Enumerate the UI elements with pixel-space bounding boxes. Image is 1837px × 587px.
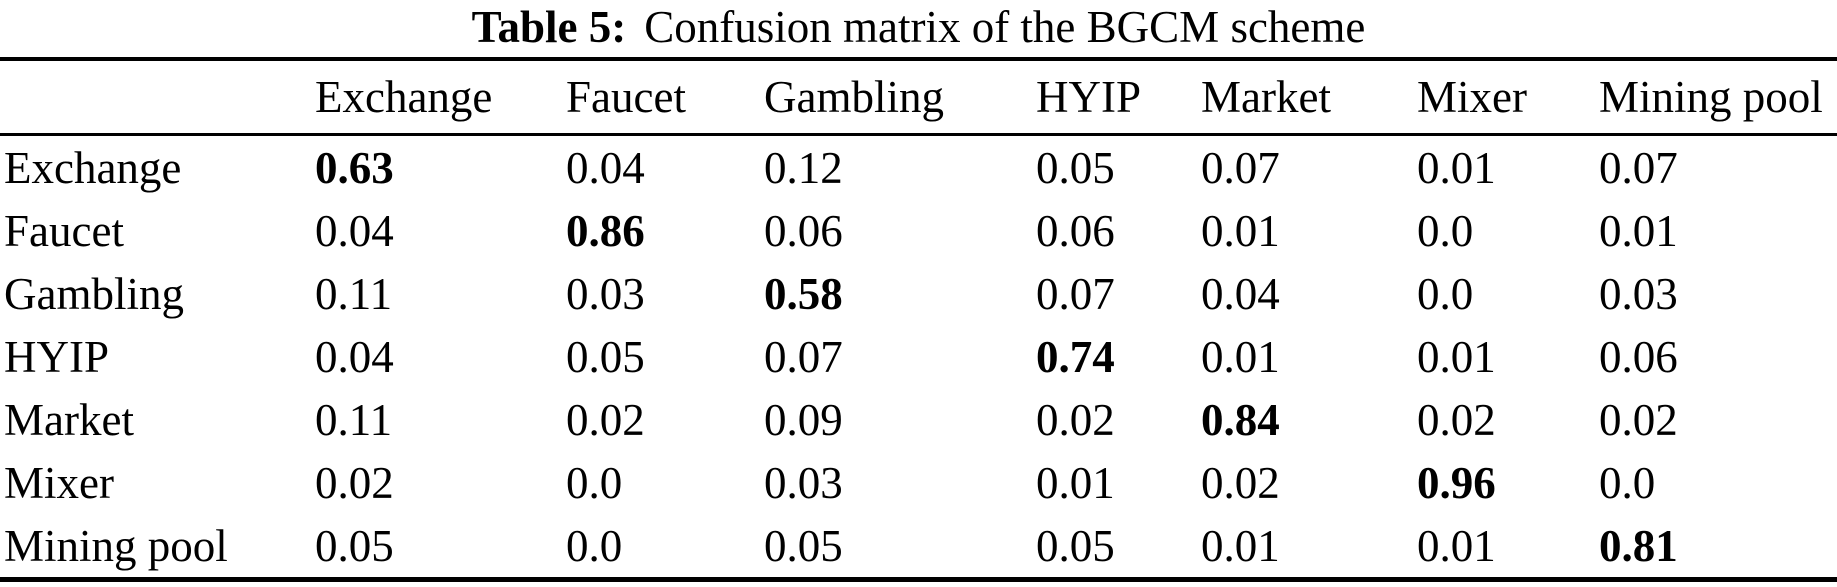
column-header-gambling: Gambling	[764, 59, 1036, 136]
matrix-cell: 0.07	[764, 331, 843, 382]
row-label: Faucet	[4, 205, 124, 256]
matrix-cell: 0.01	[1201, 331, 1280, 382]
matrix-cell: 0.01	[1599, 205, 1678, 256]
matrix-cell: 0.86	[566, 205, 645, 256]
matrix-cell: 0.02	[566, 394, 645, 445]
matrix-cell: 0.84	[1201, 394, 1280, 445]
row-label: Exchange	[4, 142, 182, 193]
column-header-faucet: Faucet	[566, 59, 764, 136]
matrix-cell: 0.01	[1417, 331, 1496, 382]
matrix-cell: 0.12	[764, 142, 843, 193]
matrix-cell: 0.02	[1201, 457, 1280, 508]
matrix-cell: 0.11	[315, 268, 393, 319]
column-header-market: Market	[1201, 59, 1417, 136]
matrix-cell: 0.0	[1599, 457, 1656, 508]
table-caption-text: Confusion matrix of the BGCM scheme	[644, 2, 1366, 52]
matrix-cell: 0.02	[315, 457, 394, 508]
matrix-cell: 0.02	[1599, 394, 1678, 445]
row-label: Market	[4, 394, 134, 445]
matrix-cell: 0.58	[764, 268, 843, 319]
table-caption-label: Table 5:	[471, 2, 627, 52]
matrix-cell: 0.01	[1417, 142, 1496, 193]
row-label: Gambling	[4, 268, 184, 319]
header-row: Exchange Faucet Gambling HYIP Market Mixer Min…	[0, 59, 1837, 136]
table-row: Market 0.11 0.02 0.09 0.02 0.84 0.02 0.02	[0, 388, 1837, 451]
corner-cell	[0, 59, 315, 136]
column-header-hyip: HYIP	[1036, 59, 1201, 136]
matrix-cell: 0.05	[1036, 520, 1115, 571]
matrix-cell: 0.05	[566, 331, 645, 382]
table-row: Gambling 0.11 0.03 0.58 0.07 0.04 0.0 0.03	[0, 262, 1837, 325]
matrix-cell: 0.0	[566, 520, 623, 571]
matrix-cell: 0.02	[1036, 394, 1115, 445]
matrix-cell: 0.04	[315, 331, 394, 382]
matrix-cell: 0.06	[1036, 205, 1115, 256]
matrix-cell: 0.01	[1201, 205, 1280, 256]
matrix-cell: 0.03	[1599, 268, 1678, 319]
matrix-cell: 0.01	[1417, 520, 1496, 571]
matrix-cell: 0.04	[566, 142, 645, 193]
matrix-cell: 0.11	[315, 394, 393, 445]
matrix-cell: 0.07	[1201, 142, 1280, 193]
matrix-cell: 0.06	[1599, 331, 1678, 382]
column-header-mixer: Mixer	[1417, 59, 1599, 136]
matrix-cell: 0.09	[764, 394, 843, 445]
table-caption: Table 5: Confusion matrix of the BGCM sch…	[0, 0, 1837, 57]
matrix-cell: 0.06	[764, 205, 843, 256]
row-label: Mining pool	[4, 520, 228, 571]
matrix-cell: 0.05	[1036, 142, 1115, 193]
matrix-body: Exchange 0.63 0.04 0.12 0.05 0.07 0.01 0.07 Fauc…	[0, 135, 1837, 580]
matrix-cell: 0.03	[566, 268, 645, 319]
matrix-cell: 0.63	[315, 142, 394, 193]
row-label: HYIP	[4, 331, 110, 382]
column-header-mining-pool: Mining pool	[1599, 59, 1837, 136]
matrix-cell: 0.0	[1417, 268, 1474, 319]
matrix-cell: 0.05	[315, 520, 394, 571]
matrix-cell: 0.07	[1599, 142, 1678, 193]
matrix-cell: 0.96	[1417, 457, 1496, 508]
matrix-cell: 0.02	[1417, 394, 1496, 445]
matrix-cell: 0.01	[1036, 457, 1115, 508]
matrix-cell: 0.07	[1036, 268, 1115, 319]
matrix-cell: 0.04	[1201, 268, 1280, 319]
matrix-cell: 0.0	[566, 457, 623, 508]
column-header-exchange: Exchange	[315, 59, 566, 136]
matrix-cell: 0.74	[1036, 331, 1115, 382]
matrix-cell: 0.81	[1599, 520, 1678, 571]
matrix-cell: 0.05	[764, 520, 843, 571]
table-row: Mixer 0.02 0.0 0.03 0.01 0.02 0.96 0.0	[0, 451, 1837, 514]
table-row: Mining pool 0.05 0.0 0.05 0.05 0.01 0.01 0.81	[0, 514, 1837, 580]
matrix-cell: 0.03	[764, 457, 843, 508]
matrix-cell: 0.01	[1201, 520, 1280, 571]
matrix-cell: 0.0	[1417, 205, 1474, 256]
matrix-cell: 0.04	[315, 205, 394, 256]
table-row: Faucet 0.04 0.86 0.06 0.06 0.01 0.0 0.01	[0, 199, 1837, 262]
table-row: HYIP 0.04 0.05 0.07 0.74 0.01 0.01 0.06	[0, 325, 1837, 388]
table-row: Exchange 0.63 0.04 0.12 0.05 0.07 0.01 0.07	[0, 135, 1837, 200]
confusion-matrix-table: Exchange Faucet Gambling HYIP Market Mixer Min…	[0, 57, 1837, 582]
row-label: Mixer	[4, 457, 114, 508]
